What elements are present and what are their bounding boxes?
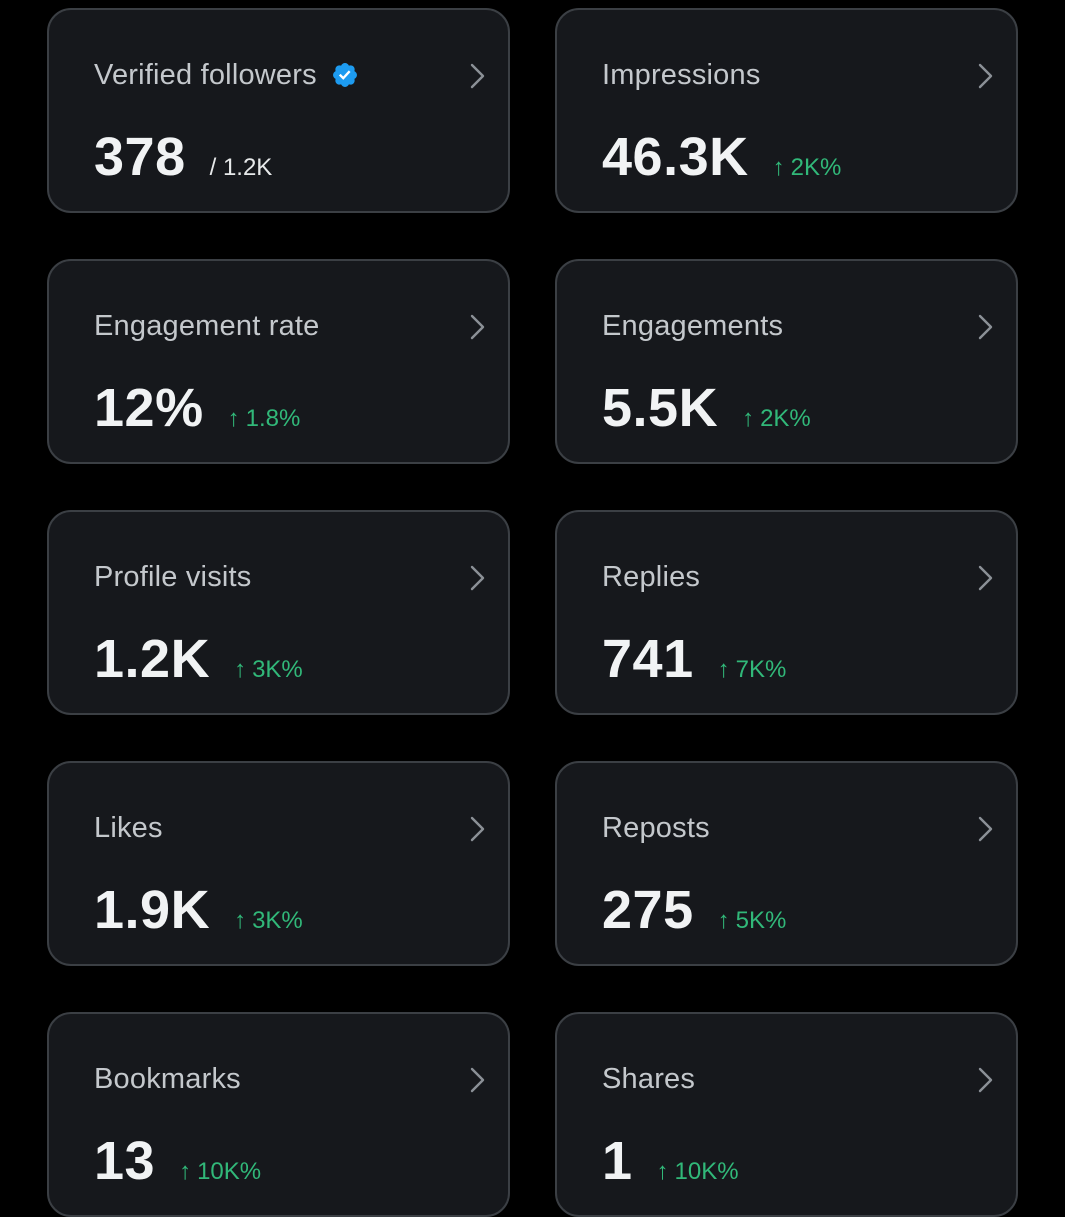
card-value: 1 [602, 1131, 633, 1191]
arrow-up-icon: ↑ [234, 656, 247, 683]
change-indicator: ↑ 7K% [718, 656, 787, 684]
change-value: 2K% [760, 405, 811, 432]
chevron-right-icon[interactable] [976, 62, 996, 90]
change-indicator: ↑ 3K% [234, 907, 303, 935]
card-label-wrapper: Impressions [602, 56, 761, 94]
card-label: Shares [602, 1063, 696, 1095]
analytics-card-grid: Verified followers 378 / 1.2K Impression… [47, 8, 1018, 1217]
replies-card[interactable]: Replies 741 ↑ 7K% [555, 510, 1018, 715]
card-total: / 1.2K [209, 154, 273, 181]
card-label-wrapper: Profile visits [94, 558, 252, 596]
card-label-wrapper: Likes [94, 809, 163, 847]
change-value: 3K% [252, 656, 303, 683]
change-value: 1.8% [245, 405, 301, 432]
chevron-right-icon[interactable] [976, 1066, 996, 1094]
verified-badge-icon [332, 63, 357, 87]
chevron-right-icon[interactable] [468, 564, 488, 592]
change-value: 10K% [674, 1158, 739, 1185]
value-row: 1.9K ↑ 3K% [94, 875, 303, 945]
card-value: 5.5K [602, 378, 719, 438]
card-label: Profile visits [94, 561, 252, 593]
card-value: 741 [602, 629, 694, 689]
change-indicator: ↑ 10K% [657, 1158, 739, 1186]
engagement-rate-card[interactable]: Engagement rate 12% ↑ 1.8% [47, 259, 510, 464]
chevron-right-icon[interactable] [468, 62, 488, 90]
value-row: 378 / 1.2K [94, 122, 272, 192]
card-label: Likes [94, 812, 163, 844]
arrow-up-icon: ↑ [742, 405, 755, 432]
value-row: 13 ↑ 10K% [94, 1126, 261, 1196]
chevron-right-icon[interactable] [468, 1066, 488, 1094]
arrow-up-icon: ↑ [179, 1158, 192, 1185]
chevron-right-icon[interactable] [468, 313, 488, 341]
card-value: 378 [94, 127, 186, 187]
card-label-wrapper: Replies [602, 558, 700, 596]
reposts-card[interactable]: Reposts 275 ↑ 5K% [555, 761, 1018, 966]
card-label: Bookmarks [94, 1063, 241, 1095]
verified-followers-card[interactable]: Verified followers 378 / 1.2K [47, 8, 510, 213]
change-indicator: ↑ 5K% [718, 907, 787, 935]
card-value: 1.2K [94, 629, 211, 689]
change-value: 10K% [197, 1158, 262, 1185]
chevron-right-icon[interactable] [468, 815, 488, 843]
card-label: Replies [602, 561, 701, 593]
arrow-up-icon: ↑ [227, 405, 240, 432]
card-label: Engagements [602, 310, 784, 342]
card-label-wrapper: Shares [602, 1060, 695, 1098]
arrow-up-icon: ↑ [772, 154, 785, 181]
card-value: 46.3K [602, 127, 749, 187]
change-value: 2K% [790, 154, 842, 181]
arrow-up-icon: ↑ [234, 907, 247, 934]
value-row: 12% ↑ 1.8% [94, 373, 300, 443]
card-value: 275 [602, 880, 694, 940]
card-label: Engagement rate [94, 310, 320, 342]
value-row: 1 ↑ 10K% [602, 1126, 739, 1196]
change-value: 3K% [252, 907, 303, 934]
card-label: Impressions [602, 59, 761, 91]
arrow-up-icon: ↑ [656, 1158, 669, 1185]
card-label: Reposts [602, 812, 710, 844]
value-row: 275 ↑ 5K% [602, 875, 786, 945]
change-indicator: ↑ 2K% [742, 405, 811, 433]
change-value: 7K% [735, 656, 787, 683]
shares-card[interactable]: Shares 1 ↑ 10K% [555, 1012, 1018, 1217]
card-label-wrapper: Engagements [602, 307, 783, 345]
change-value: 5K% [735, 907, 787, 934]
value-row: 46.3K ↑ 2K% [602, 122, 841, 192]
arrow-up-icon: ↑ [717, 656, 730, 683]
arrow-up-icon: ↑ [717, 907, 730, 934]
chevron-right-icon[interactable] [976, 815, 996, 843]
change-indicator: ↑ 1.8% [228, 405, 301, 433]
card-label-wrapper: Verified followers [94, 56, 359, 94]
change-indicator: ↑ 10K% [179, 1158, 261, 1186]
value-row: 1.2K ↑ 3K% [94, 624, 303, 694]
bookmarks-card[interactable]: Bookmarks 13 ↑ 10K% [47, 1012, 510, 1217]
engagements-card[interactable]: Engagements 5.5K ↑ 2K% [555, 259, 1018, 464]
change-indicator: ↑ 2K% [773, 154, 842, 182]
value-row: 741 ↑ 7K% [602, 624, 786, 694]
chevron-right-icon[interactable] [976, 564, 996, 592]
impressions-card[interactable]: Impressions 46.3K ↑ 2K% [555, 8, 1018, 213]
change-indicator: ↑ 3K% [234, 656, 303, 684]
card-label-wrapper: Engagement rate [94, 307, 319, 345]
value-row: 5.5K ↑ 2K% [602, 373, 811, 443]
chevron-right-icon[interactable] [976, 313, 996, 341]
profile-visits-card[interactable]: Profile visits 1.2K ↑ 3K% [47, 510, 510, 715]
card-label-wrapper: Bookmarks [94, 1060, 241, 1098]
card-value: 13 [94, 1131, 156, 1191]
card-value: 12% [94, 378, 204, 438]
card-label-wrapper: Reposts [602, 809, 710, 847]
card-value: 1.9K [94, 880, 211, 940]
likes-card[interactable]: Likes 1.9K ↑ 3K% [47, 761, 510, 966]
card-label: Verified followers [94, 59, 317, 91]
